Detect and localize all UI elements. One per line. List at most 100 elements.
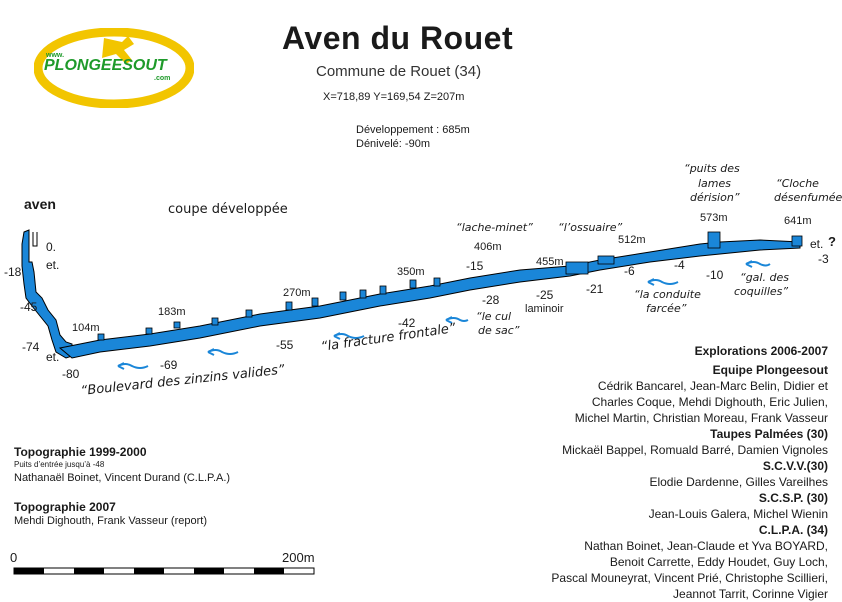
flow-arrow-head xyxy=(745,260,753,268)
chimney xyxy=(211,317,219,326)
cul-de-sac-label-2: de sac” xyxy=(478,324,520,337)
chimney xyxy=(145,327,153,335)
scale-bar-segment xyxy=(194,568,224,574)
scale-bar-segment xyxy=(14,568,44,574)
diver-icon xyxy=(102,36,134,64)
logo-prefix: www. xyxy=(45,52,64,59)
logo-ring xyxy=(34,28,194,108)
group-member-line: Pascal Mouneyrat, Vincent Prié, Christop… xyxy=(551,571,828,585)
group-member-line: Michel Martin, Christian Moreau, Frank V… xyxy=(574,411,828,425)
distance-label: 455m xyxy=(536,256,564,268)
depth-label: et. xyxy=(46,350,60,364)
depth-label: -3 xyxy=(818,252,829,266)
development: Développement : 685m xyxy=(356,124,470,136)
scale-bar xyxy=(13,567,315,575)
distance-label: 270m xyxy=(283,287,311,299)
depth-label: -55 xyxy=(276,338,294,352)
chimney xyxy=(285,301,293,311)
group-name: Taupes Palmées (30) xyxy=(710,427,828,441)
group-member-line: Mickaël Bappel, Romuald Barré, Damien Vi… xyxy=(562,443,828,457)
chimney xyxy=(433,277,441,287)
chimney xyxy=(311,297,319,307)
depth-label: -80 xyxy=(62,367,80,381)
distance-label: 104m xyxy=(72,322,100,334)
topo-authors-1: Nathanaël Boinet, Vincent Durand (C.L.P.… xyxy=(14,472,231,484)
scale-bar-segment xyxy=(134,568,164,574)
ossuaire-label: “l’ossuaire” xyxy=(558,221,623,234)
flow-arrows xyxy=(117,260,771,370)
cloche-bell xyxy=(791,235,803,247)
group-member-line: Elodie Dardenne, Gilles Vareilhes xyxy=(649,475,828,489)
cul-de-sac-label-1: “le cul xyxy=(476,310,512,323)
group-name: S.C.V.V.(30) xyxy=(762,459,828,473)
group-member-line: Benoit Carrette, Eddy Houdet, Guy Loch, xyxy=(609,555,828,569)
distance-label: 573m xyxy=(700,212,728,224)
depth-label: -10 xyxy=(706,268,724,282)
puits-shaft xyxy=(707,231,721,249)
question-mark: ? xyxy=(828,234,836,249)
scale-end-label: 200m xyxy=(282,550,315,565)
chimney xyxy=(565,261,589,275)
depth-label: -21 xyxy=(586,282,604,296)
chimney xyxy=(409,279,417,289)
entrance-collar xyxy=(32,232,38,247)
distance-label: 512m xyxy=(618,234,646,246)
flow-arrow-head xyxy=(117,362,125,370)
depth-label: -25 xyxy=(536,288,554,302)
page-title: Aven du Rouet xyxy=(282,20,514,56)
group-name: Equipe Plongeesout xyxy=(712,363,828,377)
puits-label-2: lames xyxy=(698,177,732,190)
total-depth: Dénivelé: -90m xyxy=(356,138,430,150)
logo-text: PLONGEESOUT xyxy=(44,57,168,74)
depth-label: -4 xyxy=(674,258,685,272)
topo-title-1: Topographie 1999-2000 xyxy=(14,445,147,459)
conduite-label-2: farcée” xyxy=(646,302,687,315)
group-member-line: Jean-Louis Galera, Michel Wienin xyxy=(648,507,828,521)
depth-label: et. xyxy=(810,237,824,251)
distance-label: 350m xyxy=(397,266,425,278)
flow-arrow-head xyxy=(647,278,655,286)
topo-authors-2: Mehdi Dighouth, Frank Vasseur (report) xyxy=(14,515,207,527)
chimney xyxy=(173,321,181,329)
group-member-line: Charles Coque, Mehdi Dighouth, Eric Juli… xyxy=(591,395,828,409)
depth-label: -18 xyxy=(4,265,22,279)
flow-arrow-head xyxy=(207,348,215,356)
cloche-label-1: “Cloche xyxy=(776,177,819,190)
lache-minet-label: “lache-minet” xyxy=(456,221,533,234)
chimney xyxy=(97,333,105,341)
coquilles-label-2: coquilles” xyxy=(734,285,789,298)
group-name: C.L.P.A. (34) xyxy=(758,523,828,537)
distance-label: 406m xyxy=(474,241,502,253)
flow-arrow-head xyxy=(333,332,341,340)
scale-bar-segment xyxy=(74,568,104,574)
section-label: coupe développée xyxy=(168,202,288,217)
group-member-line: Nathan Boinet, Jean-Claude et Yva BOYARD… xyxy=(584,539,828,553)
scale-bar-segment xyxy=(254,568,284,574)
group-name: S.C.S.P. (30) xyxy=(758,491,828,505)
depth-label: -28 xyxy=(482,293,500,307)
chimney xyxy=(245,309,253,318)
coordinates: X=718,89 Y=169,54 Z=207m xyxy=(323,91,465,103)
entrance-label: aven xyxy=(24,196,56,212)
plongeesout-logo: www. PLONGEESOUT .com xyxy=(34,28,194,108)
depth-label: et. xyxy=(46,258,60,272)
chimney xyxy=(339,291,347,301)
scale-start-label: 0 xyxy=(10,550,18,565)
chimney xyxy=(359,289,367,299)
flow-arrow-head xyxy=(445,316,453,324)
page-subtitle: Commune de Rouet (34) xyxy=(316,63,482,80)
conduite-label-1: “la conduite xyxy=(634,288,701,301)
coquilles-label-1: “gal. des xyxy=(740,271,789,284)
puits-label-3: dérision” xyxy=(690,191,740,204)
depth-label: -45 xyxy=(20,300,38,314)
group-member-line: Cédrik Bancarel, Jean-Marc Belin, Didier… xyxy=(597,379,828,393)
chimney xyxy=(597,255,615,265)
chimney xyxy=(379,285,387,295)
topo-note-1: Puits d’entrée jusqu’à -48 xyxy=(14,460,105,469)
puits-label-1: “puits des xyxy=(684,162,740,175)
depth-label: -74 xyxy=(22,340,40,354)
depth-label: -42 xyxy=(398,316,416,330)
depth-label: -69 xyxy=(160,358,178,372)
distance-label: 641m xyxy=(784,215,812,227)
